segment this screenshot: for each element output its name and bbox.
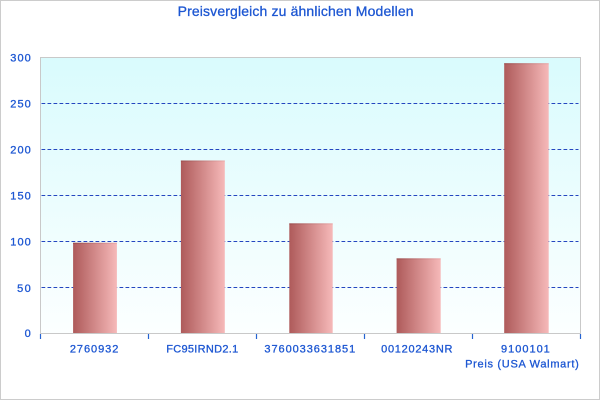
svg-text:300: 300 — [10, 52, 31, 64]
svg-text:FC95IRND2.1: FC95IRND2.1 — [166, 343, 238, 355]
svg-text:0: 0 — [25, 328, 31, 340]
svg-text:250: 250 — [10, 99, 31, 111]
svg-text:00120243NR: 00120243NR — [381, 343, 452, 355]
svg-text:2760932: 2760932 — [70, 343, 119, 355]
svg-text:3760033631851: 3760033631851 — [264, 343, 355, 355]
svg-text:50: 50 — [17, 283, 31, 295]
svg-text:150: 150 — [10, 191, 31, 203]
svg-text:Preis (USA Walmart): Preis (USA Walmart) — [465, 359, 579, 371]
svg-text:200: 200 — [10, 145, 31, 157]
svg-text:9100101: 9100101 — [501, 343, 550, 355]
svg-text:Preisvergleich zu ähnlichen Mo: Preisvergleich zu ähnlichen Modellen — [178, 3, 414, 19]
svg-text:100: 100 — [10, 237, 31, 249]
